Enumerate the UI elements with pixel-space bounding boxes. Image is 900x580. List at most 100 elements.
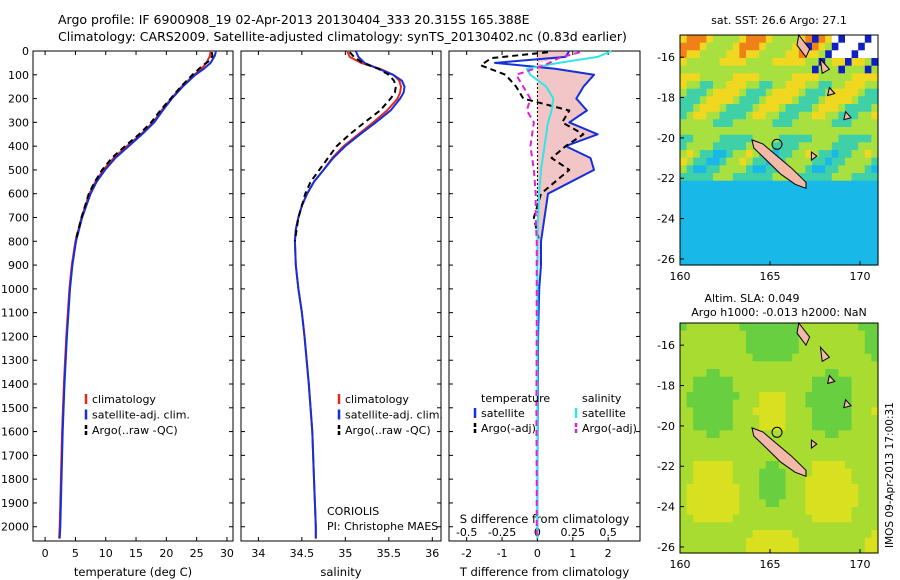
sst-cell xyxy=(812,150,820,159)
sst-cell xyxy=(699,119,707,128)
sla-cell xyxy=(699,530,707,539)
sla-cell xyxy=(772,468,780,477)
sla-cell xyxy=(864,361,872,370)
sla-cell xyxy=(805,507,813,516)
sst-cell xyxy=(772,211,780,220)
sst-cell xyxy=(812,134,820,143)
sla-cell xyxy=(693,384,701,393)
sla-cell xyxy=(765,514,773,523)
sst-cell xyxy=(851,104,859,113)
sst-cell xyxy=(713,81,721,90)
sla-cell xyxy=(858,323,866,332)
sst-cell xyxy=(825,226,833,235)
sla-cell xyxy=(739,476,747,485)
sst-cell xyxy=(726,134,734,143)
sla-cell xyxy=(851,438,859,447)
sla-cell xyxy=(706,369,714,378)
sst-cell xyxy=(851,242,859,251)
sla-cell xyxy=(732,422,740,431)
sst-cell xyxy=(680,165,688,174)
sla-cell xyxy=(746,514,754,523)
sla-cell xyxy=(713,323,721,332)
sla-cell xyxy=(726,507,734,516)
sst-cell xyxy=(746,58,754,67)
sla-cell xyxy=(699,430,707,439)
sst-cell xyxy=(779,119,787,128)
sst-cell xyxy=(858,65,866,74)
sla-cell xyxy=(680,499,688,508)
sla-cell xyxy=(858,415,866,424)
sla-cell xyxy=(871,468,879,477)
sla-cell xyxy=(798,361,806,370)
sla-cell xyxy=(719,376,727,385)
sst-cell xyxy=(739,35,747,44)
sst-cell xyxy=(798,165,806,174)
sst-cell xyxy=(831,157,839,166)
sst-cell xyxy=(858,226,866,235)
x-tick-label: 0 xyxy=(534,547,541,560)
sla-cell xyxy=(739,422,747,431)
sla-cell xyxy=(739,323,747,332)
sst-cell xyxy=(739,111,747,120)
sst-cell xyxy=(812,42,820,51)
sst-cell xyxy=(805,203,813,212)
sst-cell xyxy=(726,257,734,266)
depth-tick-label: 1200 xyxy=(1,330,29,343)
sla-cell xyxy=(706,376,714,385)
lat-tick-label: -20 xyxy=(657,132,675,145)
sla-cell xyxy=(825,453,833,462)
sst-cell xyxy=(812,249,820,258)
sst-cell xyxy=(825,203,833,212)
sst-cell xyxy=(812,104,820,113)
sst-cell xyxy=(719,119,727,128)
sla-cell xyxy=(825,507,833,516)
sst-cell xyxy=(772,81,780,90)
sla-cell xyxy=(713,499,721,508)
sla-cell xyxy=(871,507,879,516)
sla-cell xyxy=(805,392,813,401)
sst-cell xyxy=(699,58,707,67)
sst-cell xyxy=(845,211,853,220)
sst-cell xyxy=(845,81,853,90)
sla-cell xyxy=(726,438,734,447)
sst-cell xyxy=(871,234,879,243)
sla-cell xyxy=(726,392,734,401)
sst-cell xyxy=(785,104,793,113)
sst-cell xyxy=(739,134,747,143)
sst-cell xyxy=(858,249,866,258)
sst-cell xyxy=(798,226,806,235)
sst-cell xyxy=(699,42,707,51)
sla-cell xyxy=(699,499,707,508)
sst-cell xyxy=(831,142,839,151)
sla-cell xyxy=(851,445,859,454)
sst-cell xyxy=(798,257,806,266)
sst-cell xyxy=(831,96,839,105)
sla-cell xyxy=(792,430,800,439)
sla-cell xyxy=(713,384,721,393)
sst-cell xyxy=(693,173,701,182)
sla-cell xyxy=(792,484,800,493)
sla-cell xyxy=(785,445,793,454)
sla-cell xyxy=(792,330,800,339)
sst-cell xyxy=(831,188,839,197)
sla-cell xyxy=(759,361,767,370)
sst-cell xyxy=(739,88,747,97)
sst-cell xyxy=(699,104,707,113)
sla-cell xyxy=(838,399,846,408)
sla-cell xyxy=(686,445,694,454)
sla-cell xyxy=(779,407,787,416)
sst-cell xyxy=(858,219,866,228)
sst-cell xyxy=(805,196,813,205)
sla-cell xyxy=(726,476,734,485)
sla-cell xyxy=(825,430,833,439)
sla-cell xyxy=(759,445,767,454)
sst-cell xyxy=(805,157,813,166)
sst-cell xyxy=(772,257,780,266)
sst-cell xyxy=(851,81,859,90)
sla-cell xyxy=(686,415,694,424)
sst-cell xyxy=(858,173,866,182)
sst-cell xyxy=(864,165,872,174)
sst-cell xyxy=(838,196,846,205)
sst-cell xyxy=(693,180,701,189)
sla-cell xyxy=(838,507,846,516)
